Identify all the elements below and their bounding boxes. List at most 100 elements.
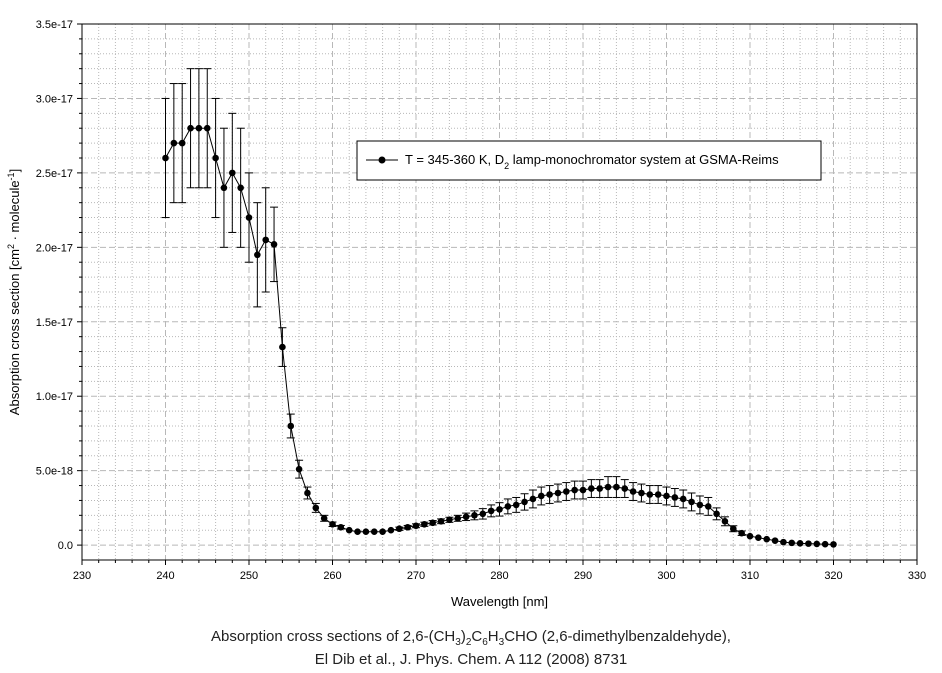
legend-label: T = 345-360 K, D2 lamp-monochromator sys…: [405, 152, 779, 171]
data-point: [788, 539, 796, 547]
data-point: [738, 529, 745, 537]
data-point: [646, 491, 654, 498]
data-point: [437, 517, 445, 525]
data-point: [529, 495, 537, 503]
data-point: [421, 520, 428, 528]
series: [161, 68, 837, 548]
data-point: [237, 184, 244, 192]
data-point: [546, 491, 553, 498]
data-point: [212, 154, 219, 162]
y-tick-label: 3.5e-17: [36, 19, 73, 31]
data-point: [638, 489, 645, 497]
x-tick-label: 230: [73, 570, 91, 582]
data-point: [813, 540, 821, 548]
data-point: [730, 525, 737, 533]
data-point: [588, 485, 595, 492]
data-point: [345, 526, 353, 534]
data-point: [604, 483, 612, 491]
grid: [82, 24, 917, 560]
x-tick-label: 240: [156, 570, 174, 582]
y-tick-label: 2.0e-17: [36, 242, 73, 254]
data-point: [554, 489, 562, 497]
x-tick-label: 290: [574, 570, 592, 582]
data-point: [245, 214, 253, 221]
data-point: [704, 503, 712, 510]
data-point: [805, 540, 812, 547]
data-point: [287, 422, 295, 430]
data-point: [170, 139, 178, 147]
data-point: [362, 528, 370, 536]
data-point: [270, 241, 278, 248]
data-point: [821, 540, 829, 548]
x-tick-label: 310: [741, 570, 759, 582]
data-point: [613, 483, 620, 491]
data-point: [713, 510, 720, 518]
data-point: [404, 523, 411, 531]
data-point: [304, 489, 311, 497]
data-point: [763, 535, 770, 543]
data-point: [688, 498, 695, 506]
data-point: [771, 537, 779, 544]
data-point: [721, 517, 729, 525]
data-point: [412, 522, 420, 530]
data-point: [262, 236, 270, 244]
data-point: [429, 519, 437, 527]
data-point: [295, 465, 303, 473]
legend-marker: [378, 156, 386, 164]
data-point: [479, 510, 487, 518]
data-point: [679, 495, 687, 503]
data-point: [220, 184, 228, 192]
x-tick-label: 270: [407, 570, 425, 582]
x-tick-label: 260: [323, 570, 341, 582]
data-point: [596, 485, 603, 492]
data-point: [796, 540, 804, 547]
data-point: [663, 492, 670, 500]
y-tick-label: 5.0e-18: [36, 466, 73, 478]
data-point: [229, 169, 236, 177]
data-point: [387, 526, 395, 534]
y-tick-label: 0.0: [58, 540, 73, 552]
x-tick-label: 300: [657, 570, 675, 582]
data-point: [379, 528, 386, 536]
data-point: [629, 488, 637, 495]
y-tick-label: 3.0e-17: [36, 93, 73, 105]
x-axis-title: Wavelength [nm]: [451, 594, 548, 609]
data-point: [337, 523, 345, 531]
data-point: [571, 486, 578, 494]
data-point: [178, 139, 186, 147]
data-point: [654, 491, 662, 498]
y-axis-title: Absorption cross section [cm2 · molecule…: [6, 169, 22, 415]
data-point: [312, 504, 320, 512]
y-tick-label: 1.0e-17: [36, 391, 73, 403]
x-axis: 230 240 250 260 270 280 290 300 310 320 330: [73, 560, 926, 582]
y-axis: 0.0 5.0e-18 1.0e-17 1.5e-17 2.0e-17 2.5e-17 3.…: [36, 19, 82, 552]
data-point: [279, 343, 286, 351]
data-point: [563, 488, 570, 495]
x-tick-label: 330: [908, 570, 926, 582]
data-point: [830, 541, 837, 548]
data-point: [187, 124, 194, 132]
data-point: [496, 506, 503, 513]
data-point: [162, 154, 169, 162]
data-point: [671, 494, 679, 501]
data-point: [755, 534, 762, 541]
data-point: [746, 532, 754, 540]
data-point: [446, 516, 453, 524]
legend-box: [356, 140, 822, 181]
data-point: [354, 528, 361, 536]
data-point: [696, 501, 704, 509]
y-tick-label: 2.5e-17: [36, 168, 73, 180]
data-point: [512, 501, 520, 509]
data-point: [462, 513, 470, 521]
x-tick-label: 250: [240, 570, 258, 582]
data-point: [320, 515, 328, 522]
figure-caption-line-1: Absorption cross sections of 2,6-(CH3)2C…: [211, 628, 731, 648]
figure-caption-line-2: El Dib et al., J. Phys. Chem. A 112 (200…: [314, 651, 628, 668]
data-point: [521, 498, 528, 506]
data-point: [579, 486, 587, 494]
x-tick-label: 320: [824, 570, 842, 582]
data-point: [504, 503, 512, 510]
data-point: [203, 124, 211, 132]
data-point: [621, 485, 629, 492]
